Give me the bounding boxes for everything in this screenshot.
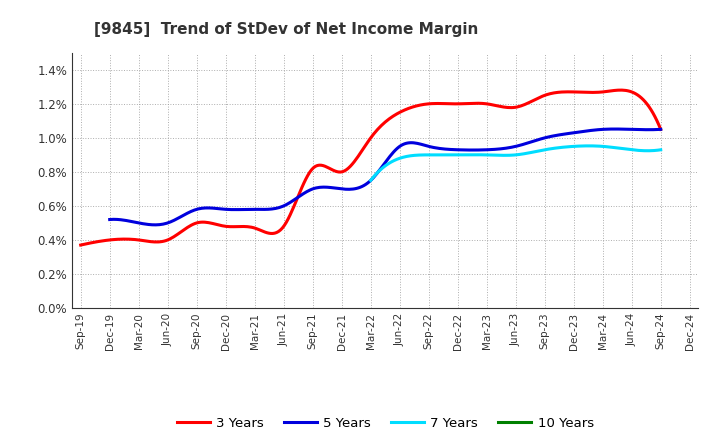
7 Years xyxy=(539,147,548,153)
Line: 3 Years: 3 Years xyxy=(81,90,661,245)
5 Years xyxy=(433,146,442,151)
7 Years xyxy=(657,147,665,152)
3 Years xyxy=(76,242,85,248)
3 Years xyxy=(420,102,428,107)
5 Years xyxy=(572,130,580,135)
7 Years xyxy=(544,147,552,152)
5 Years xyxy=(107,217,116,222)
3 Years xyxy=(565,89,574,95)
7 Years xyxy=(585,143,593,149)
Text: [9845]  Trend of StDev of Net Income Margin: [9845] Trend of StDev of Net Income Marg… xyxy=(94,22,478,37)
5 Years xyxy=(436,146,444,151)
3 Years xyxy=(431,101,440,106)
3 Years xyxy=(616,88,624,93)
Line: 7 Years: 7 Years xyxy=(371,146,661,180)
3 Years xyxy=(657,127,665,132)
5 Years xyxy=(444,147,453,152)
5 Years xyxy=(607,126,616,132)
5 Years xyxy=(657,127,665,132)
Legend: 3 Years, 5 Years, 7 Years, 10 Years: 3 Years, 5 Years, 7 Years, 10 Years xyxy=(171,411,599,436)
7 Years xyxy=(538,147,546,153)
7 Years xyxy=(367,176,376,182)
5 Years xyxy=(105,217,114,222)
7 Years xyxy=(612,145,621,150)
7 Years xyxy=(630,147,639,153)
5 Years xyxy=(611,126,619,132)
3 Years xyxy=(602,89,611,94)
5 Years xyxy=(151,222,160,227)
3 Years xyxy=(78,242,87,247)
7 Years xyxy=(366,178,375,183)
3 Years xyxy=(422,102,431,107)
Line: 5 Years: 5 Years xyxy=(109,129,661,225)
